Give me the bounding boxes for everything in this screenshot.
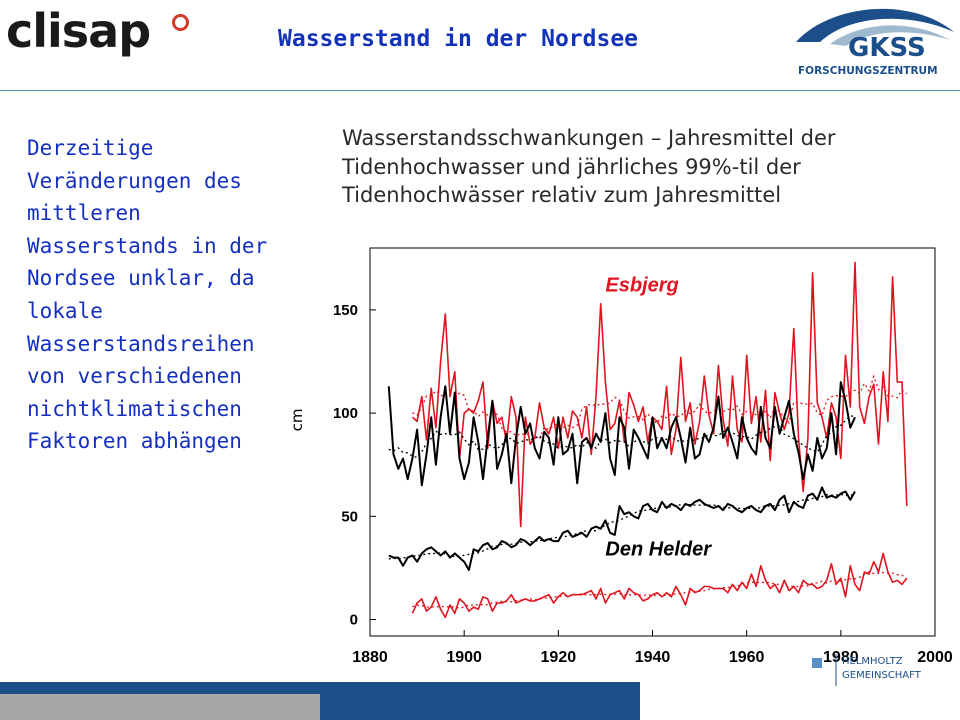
y-axis-label: cm: [288, 409, 306, 432]
helmholtz-logo-line1: HELMHOLTZ: [842, 656, 903, 667]
gkss-logo-text: GKSS: [848, 33, 926, 63]
clisap-logo-ring-icon: [172, 14, 189, 31]
x-tick-label: 2000: [917, 649, 953, 666]
footer-bar-grey: [0, 694, 320, 720]
y-tick-label: 0: [350, 611, 358, 628]
helmholtz-logo-line2: GEMEINSCHAFT: [842, 670, 922, 681]
gkss-logo: GKSS FORSCHUNGSZENTRUM: [796, 8, 954, 77]
annotation-label: Esbjerg: [605, 274, 678, 296]
x-tick-label: 1960: [729, 649, 765, 666]
gkss-logo-subtext: FORSCHUNGSZENTRUM: [798, 65, 938, 77]
y-tick-label: 100: [333, 405, 358, 422]
x-tick-label: 1900: [446, 649, 482, 666]
trend-line-3: [388, 493, 856, 560]
chart-subtitle: Wasserstandsschwankungen – Jahresmittel …: [342, 126, 836, 207]
header-divider: [0, 90, 960, 91]
series-line-esbjerg-1: [411, 552, 908, 619]
x-tick-label: 1940: [635, 649, 671, 666]
series-line-esbjerg-0: [411, 261, 908, 528]
page-title: Wasserstand in der Nordsee: [278, 26, 639, 52]
left-description: Derzeitige Veränderungen des mittleren W…: [27, 136, 268, 454]
y-tick-label: 150: [333, 302, 358, 319]
series-line-den-helder-3: [388, 486, 856, 571]
footer-bar-dark: [320, 694, 640, 720]
x-tick-label: 1880: [352, 649, 388, 666]
helmholtz-logo-mark-icon: [812, 658, 822, 668]
x-tick-label: 1920: [541, 649, 577, 666]
water-level-chart: cm 1880 1900 1920 1940 1960 1980 2000 0 50 100 150…: [288, 247, 953, 666]
helmholtz-logo: HELMHOLTZ GEMEINSCHAFT: [812, 654, 922, 686]
gkss-logo-swoosh-icon: [796, 8, 954, 42]
trend-line-1: [412, 571, 908, 609]
clisap-logo: clisap: [6, 8, 189, 54]
series-line-den-helder-2: [387, 381, 856, 487]
x-tick-label: 1980: [823, 649, 859, 666]
y-tick-label: 50: [341, 508, 358, 525]
annotation-label: Den Helder: [605, 539, 712, 561]
clisap-logo-text: clisap: [6, 4, 151, 58]
trend-line-0: [412, 374, 908, 441]
plot-frame: [369, 247, 936, 637]
